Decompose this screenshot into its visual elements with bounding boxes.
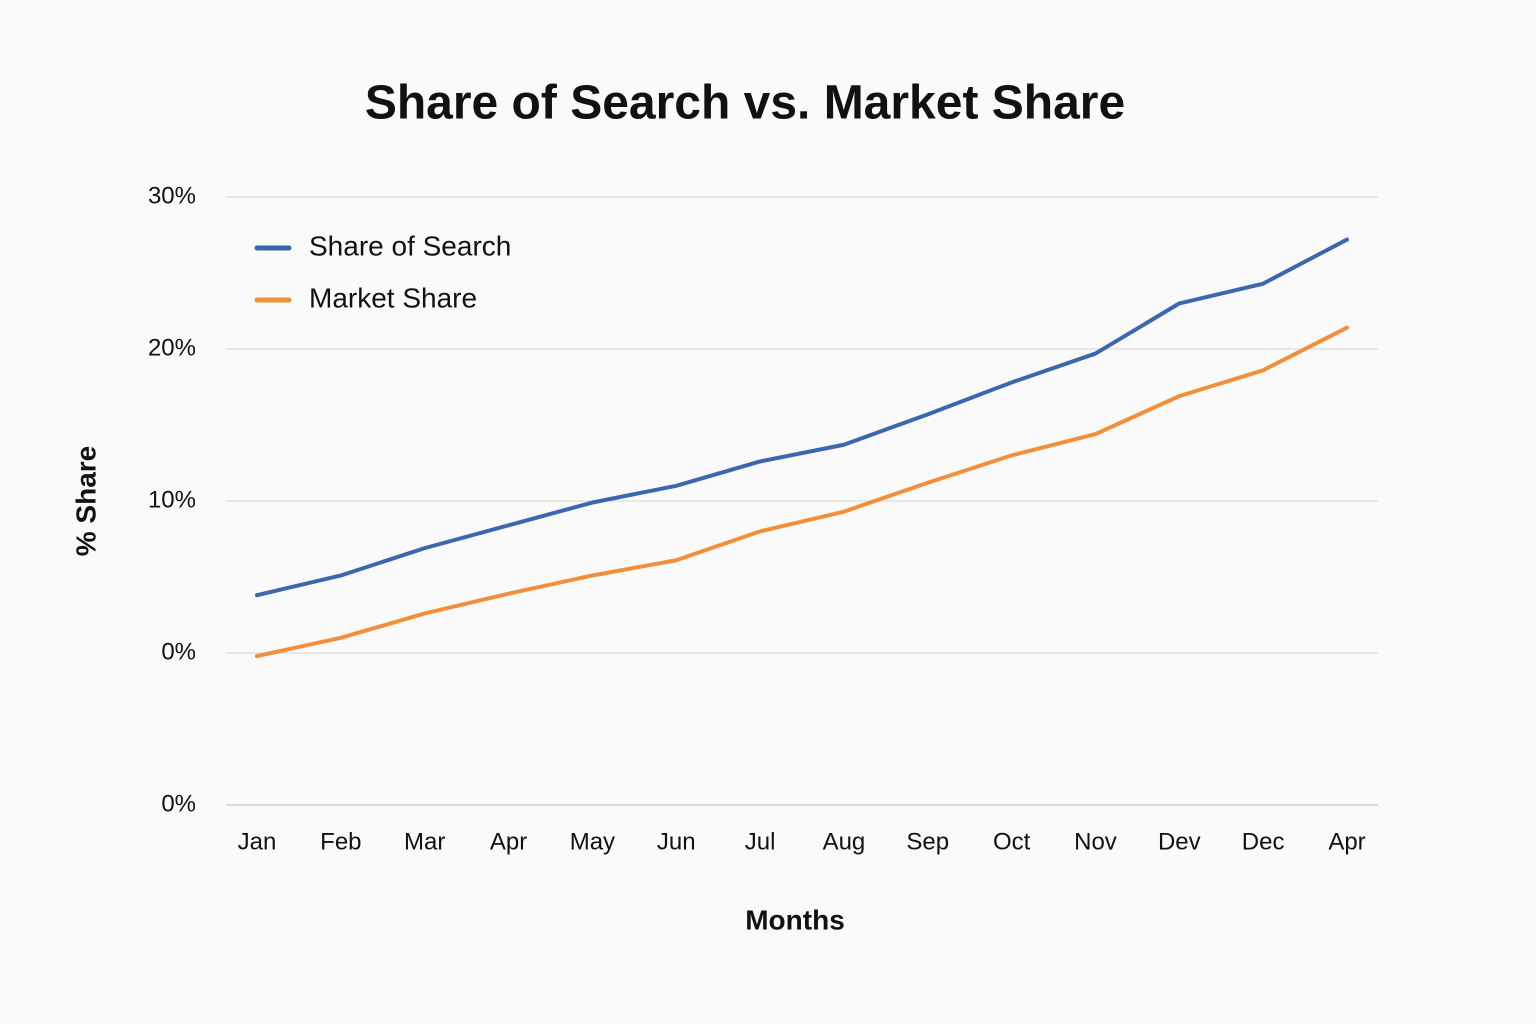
y-tick-label: 0% (161, 790, 196, 817)
x-axis-title: Months (745, 904, 845, 935)
x-tick-label: Aug (823, 828, 866, 855)
x-tick-label: Mar (404, 828, 445, 855)
x-tick-label: Dec (1242, 828, 1285, 855)
legend-label: Market Share (309, 282, 477, 313)
x-tick-label: Dev (1158, 828, 1201, 855)
x-tick-label: Jun (657, 828, 696, 855)
series-line (255, 325, 1349, 659)
y-axis-title: % Share (70, 446, 101, 557)
y-tick-label: 30% (148, 182, 196, 209)
chart-title: Share of Search vs. Market Share (365, 77, 1125, 130)
x-tick-label: Sep (906, 828, 949, 855)
y-tick-label: 0% (161, 638, 196, 665)
x-tick-label: Feb (320, 828, 361, 855)
x-tick-label: Apr (1328, 828, 1365, 855)
y-tick-label: 10% (148, 486, 196, 513)
x-tick-label: Jan (238, 828, 277, 855)
legend-label: Share of Search (309, 230, 511, 261)
x-tick-label: May (570, 828, 615, 855)
x-tick-label: Apr (490, 828, 527, 855)
y-tick-label: 20% (148, 334, 196, 361)
x-tick-label: Nov (1074, 828, 1117, 855)
x-tick-label: Oct (993, 828, 1031, 855)
x-tick-label: Jul (745, 828, 776, 855)
series-line (255, 237, 1349, 598)
